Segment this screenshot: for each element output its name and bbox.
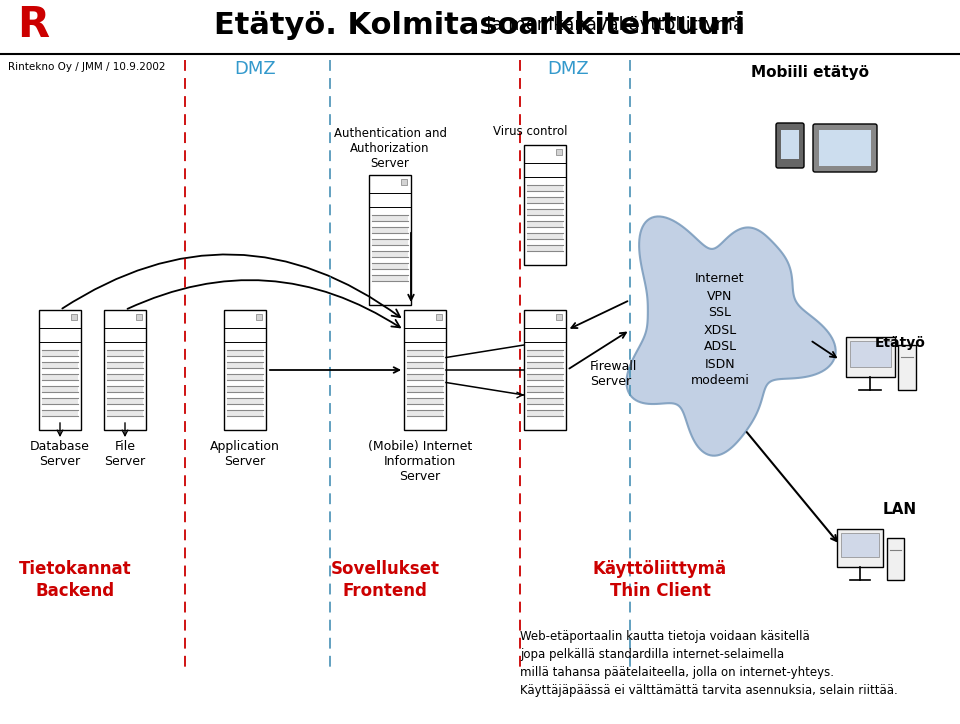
Bar (404, 310, 446, 430)
Bar (107, 398, 143, 404)
FancyArrowPatch shape (128, 280, 400, 327)
Bar (372, 263, 408, 269)
Bar (227, 386, 263, 392)
Bar (407, 410, 443, 416)
Bar (42, 410, 78, 416)
Bar (527, 245, 563, 251)
Bar (527, 374, 563, 380)
Bar (372, 251, 408, 257)
Bar (136, 314, 142, 320)
Text: Internet
VPN
SSL
XDSL
ADSL
ISDN
modeemi: Internet VPN SSL XDSL ADSL ISDN modeemi (690, 272, 750, 387)
Bar (527, 398, 563, 404)
Bar (781, 130, 799, 159)
Text: DMZ: DMZ (547, 60, 588, 78)
Bar (227, 374, 263, 380)
Bar (401, 179, 407, 185)
Bar (527, 386, 563, 392)
Text: LAN: LAN (883, 502, 917, 518)
Bar (372, 275, 408, 281)
Bar (407, 374, 443, 380)
Bar (527, 410, 563, 416)
Text: ja monikanavakäyttöliittymä: ja monikanavakäyttöliittymä (216, 17, 744, 34)
Bar (107, 362, 143, 368)
Bar (556, 314, 562, 320)
Text: Authentication and
Authorization
Server: Authentication and Authorization Server (333, 127, 446, 170)
Text: Käyttöliittymä
Thin Client: Käyttöliittymä Thin Client (593, 560, 727, 600)
Bar (556, 149, 562, 155)
Bar (369, 175, 411, 305)
Bar (527, 362, 563, 368)
Bar (107, 350, 143, 356)
Bar (887, 538, 904, 580)
Text: Rintekno Oy / JMM / 10.9.2002: Rintekno Oy / JMM / 10.9.2002 (8, 62, 165, 72)
Text: Database
Server: Database Server (30, 440, 90, 468)
Bar (224, 310, 266, 430)
Text: DMZ: DMZ (234, 60, 276, 78)
Polygon shape (627, 216, 835, 455)
Bar (527, 197, 563, 203)
Bar (841, 534, 879, 557)
Bar (407, 362, 443, 368)
Bar (407, 350, 443, 356)
Text: R: R (17, 4, 49, 46)
Bar (846, 337, 895, 376)
Bar (107, 374, 143, 380)
Bar (107, 410, 143, 416)
Bar (527, 221, 563, 227)
Bar (42, 386, 78, 392)
Bar (39, 310, 81, 430)
Bar (227, 362, 263, 368)
Bar (42, 362, 78, 368)
Bar (850, 340, 891, 366)
Bar (104, 310, 146, 430)
Text: Mobiili etätyö: Mobiili etätyö (751, 65, 869, 80)
Bar (227, 410, 263, 416)
Bar (42, 374, 78, 380)
Bar (71, 314, 77, 320)
Bar (524, 145, 566, 265)
Bar (256, 314, 262, 320)
Text: Etätyö: Etätyö (875, 336, 925, 350)
Bar (527, 185, 563, 191)
Bar (527, 209, 563, 215)
Text: Application
Server: Application Server (210, 440, 280, 468)
Bar (898, 345, 916, 390)
Bar (372, 239, 408, 245)
Bar (436, 314, 442, 320)
Text: Firewall
Server: Firewall Server (590, 360, 637, 388)
FancyArrowPatch shape (62, 254, 400, 317)
Bar (524, 310, 566, 430)
Bar (819, 130, 871, 166)
Bar (107, 386, 143, 392)
Bar (372, 215, 408, 221)
Bar (407, 398, 443, 404)
Bar (837, 529, 883, 567)
Bar (407, 386, 443, 392)
Text: Virus control: Virus control (492, 125, 567, 138)
FancyBboxPatch shape (776, 123, 804, 168)
Bar (42, 350, 78, 356)
Bar (372, 227, 408, 233)
Bar (527, 350, 563, 356)
Bar (227, 398, 263, 404)
Bar (227, 350, 263, 356)
Text: Web-etäportaalin kautta tietoja voidaan käsitellä
jopa pelkällä standardilla int: Web-etäportaalin kautta tietoja voidaan … (520, 630, 898, 697)
Text: Etätyö. Kolmitasoarkkitehtuuri: Etätyö. Kolmitasoarkkitehtuuri (214, 11, 746, 40)
FancyBboxPatch shape (813, 124, 877, 172)
Bar (42, 398, 78, 404)
Text: File
Server: File Server (105, 440, 146, 468)
Text: (Mobile) Internet
Information
Server: (Mobile) Internet Information Server (368, 440, 472, 483)
Text: Sovellukset
Frontend: Sovellukset Frontend (330, 560, 440, 600)
Bar (527, 233, 563, 239)
Text: Tietokannat
Backend: Tietokannat Backend (18, 560, 132, 600)
